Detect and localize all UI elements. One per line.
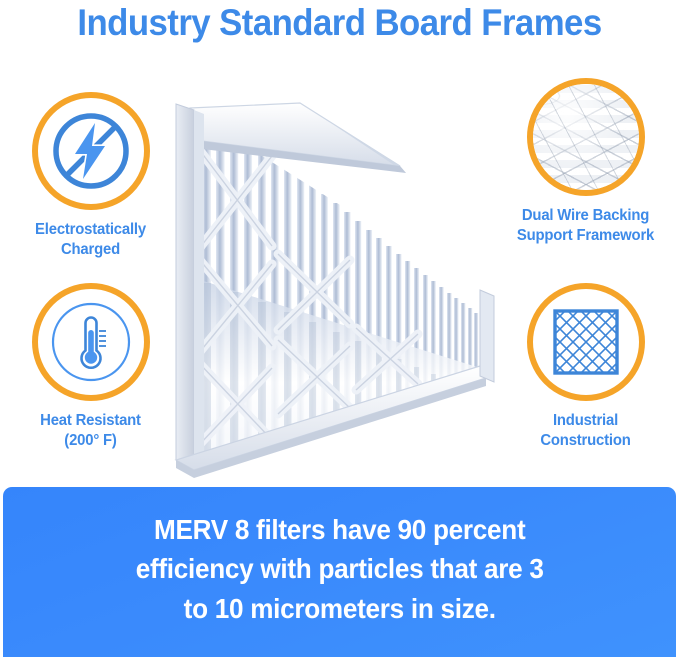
banner-line2: efficiency with particles that are 3 <box>135 553 544 585</box>
feature-label-line2: Charged <box>60 240 121 258</box>
page-title: Industry Standard Board Frames <box>77 2 602 43</box>
feature-label: Industrial Construction <box>502 411 670 451</box>
wire-mesh-photo <box>532 84 639 190</box>
feature-label-line1: Industrial <box>552 412 619 429</box>
feature-industrial-construction: Industrial Construction <box>498 283 673 451</box>
feature-label: Heat Resistant (200° F) <box>7 411 175 451</box>
feature-heat-resistant: Heat Resistant (200° F) <box>3 283 178 451</box>
feature-label: Electrostatically Charged <box>7 220 175 260</box>
banner-line1: MERV 8 filters have 90 percent <box>153 514 526 546</box>
icon-ring <box>31 283 150 401</box>
icon-ring <box>526 283 645 401</box>
feature-label-line1: Dual Wire Backing <box>521 207 650 224</box>
pleated-air-filter-photo <box>150 78 500 478</box>
feature-dual-wire-backing: Dual Wire Backing Support Framework <box>498 78 673 246</box>
feature-label-line1: Heat Resistant <box>40 412 141 429</box>
feature-label-line2: Construction <box>540 431 631 449</box>
no-static-lightning-bolt-icon <box>50 110 132 192</box>
feature-label-line1: Electrostatically <box>35 221 146 238</box>
feature-label: Dual Wire Backing Support Framework <box>502 206 670 246</box>
icon-ring <box>526 78 645 196</box>
feature-electrostatically-charged: Electrostatically Charged <box>3 92 178 260</box>
feature-label-line2: (200° F) <box>64 431 117 449</box>
banner-text: MERV 8 filters have 90 percent efficienc… <box>113 510 567 633</box>
thermometer-icon <box>46 297 136 387</box>
merv-rating-banner: MERV 8 filters have 90 percent efficienc… <box>3 487 676 657</box>
lattice-grid-icon <box>547 303 625 381</box>
icon-ring <box>31 92 150 210</box>
banner-line3: to 10 micrometers in size. <box>183 592 496 624</box>
feature-label-line2: Support Framework <box>516 226 655 244</box>
